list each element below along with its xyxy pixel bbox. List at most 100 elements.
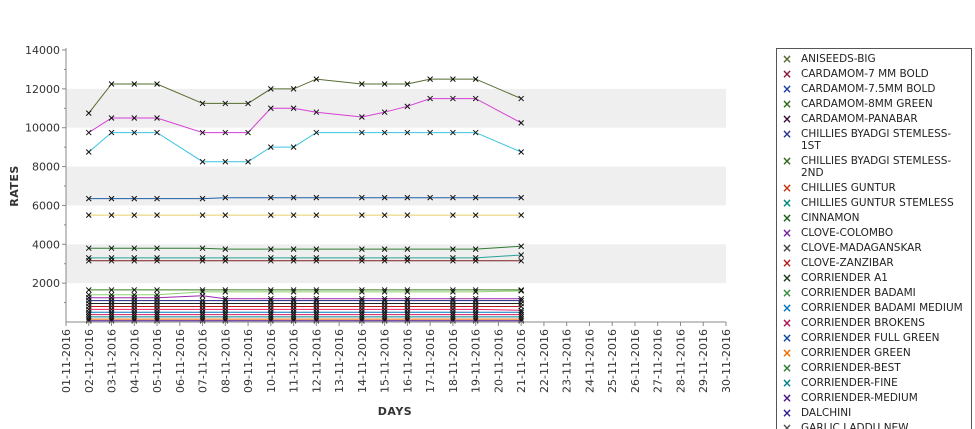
y-tick-label: 6000 bbox=[32, 199, 60, 212]
data-point bbox=[359, 257, 365, 264]
legend-item[interactable]: × CORRIENDER-FINE bbox=[779, 377, 967, 389]
data-point bbox=[267, 257, 274, 264]
data-point bbox=[85, 309, 92, 316]
data-point bbox=[154, 81, 160, 87]
legend-item[interactable]: × CORRIENDER BROKENS bbox=[779, 317, 967, 329]
legend-label: CORRIENDER BROKENS bbox=[801, 317, 925, 329]
data-point bbox=[427, 194, 433, 201]
legend-item[interactable]: × GARLIC LADDU NEW bbox=[779, 422, 967, 429]
x-axis-ticks: 01-11-2016 02-11-2016 03-11-2016 04-11-2016… bbox=[60, 322, 733, 393]
legend-label: DALCHINI bbox=[801, 407, 852, 419]
legend-marker-icon: × bbox=[781, 181, 793, 195]
data-point bbox=[404, 317, 411, 324]
data-point bbox=[404, 194, 411, 201]
y-tick-label: 14000 bbox=[25, 44, 60, 57]
data-point bbox=[472, 309, 479, 316]
legend-item[interactable]: × CHILLIES GUNTUR bbox=[779, 182, 967, 194]
data-point bbox=[313, 109, 320, 116]
grid-band bbox=[66, 88, 726, 128]
data-point bbox=[359, 246, 365, 252]
legend-item[interactable]: × CORRIENDER GREEN bbox=[779, 347, 967, 359]
data-point bbox=[518, 288, 525, 294]
data-point bbox=[290, 144, 297, 150]
grid-band bbox=[66, 166, 726, 206]
data-point bbox=[154, 115, 160, 121]
legend-item[interactable]: × CLOVE-ZANZIBAR bbox=[779, 257, 967, 269]
data-point bbox=[267, 212, 274, 218]
legend-item[interactable]: × CORRIENDER BADAMI MEDIUM bbox=[779, 302, 967, 314]
data-point bbox=[131, 115, 138, 121]
data-point bbox=[267, 86, 274, 92]
legend-item[interactable]: × CARDAMOM-7 MM BOLD bbox=[779, 68, 967, 80]
x-tick-label: 26-11-2016 bbox=[629, 329, 642, 393]
legend-label: CARDAMOM-7.5MM BOLD bbox=[801, 83, 936, 95]
legend-marker-icon: × bbox=[781, 331, 793, 345]
legend-item[interactable]: × CINNAMON bbox=[779, 212, 967, 224]
data-point bbox=[472, 289, 479, 295]
data-point bbox=[222, 246, 229, 252]
legend-item[interactable]: × CLOVE-COLOMBO bbox=[779, 227, 967, 239]
data-point bbox=[313, 194, 320, 201]
x-tick-label: 02-11-2016 bbox=[83, 329, 96, 393]
legend-item[interactable]: × ANISEEDS-BIG bbox=[779, 53, 967, 65]
x-tick-label: 19-11-2016 bbox=[470, 329, 483, 393]
legend-item[interactable]: × CHILLIES BYADGI STEMLESS-2ND bbox=[779, 155, 967, 179]
series-line bbox=[88, 290, 522, 296]
legend-item[interactable]: × CARDAMOM-PANABAR bbox=[779, 113, 967, 125]
legend-item[interactable]: × CLOVE-MADAGANSKAR bbox=[779, 242, 967, 254]
legend-item[interactable]: × CORRIENDER BADAMI bbox=[779, 287, 967, 299]
data-point bbox=[154, 311, 160, 318]
data-point bbox=[108, 115, 115, 121]
legend-marker-icon: × bbox=[781, 286, 793, 300]
legend-item[interactable]: × CORRIENDER FULL GREEN bbox=[779, 332, 967, 344]
legend-item[interactable]: × CORRIENDER-BEST bbox=[779, 362, 967, 374]
data-point bbox=[245, 129, 251, 136]
data-point bbox=[290, 246, 297, 252]
data-point bbox=[472, 246, 479, 252]
legend-item[interactable]: × CHILLIES GUNTUR STEMLESS bbox=[779, 197, 967, 209]
data-point bbox=[427, 95, 433, 102]
y-tick-label: 2000 bbox=[32, 277, 60, 290]
data-point bbox=[267, 105, 274, 112]
legend-marker-icon: × bbox=[781, 271, 793, 285]
data-point bbox=[381, 311, 388, 318]
data-point bbox=[267, 289, 274, 295]
legend-marker-icon: × bbox=[781, 421, 793, 429]
data-point bbox=[199, 158, 206, 165]
legend-item[interactable]: × CORRIENDER A1 bbox=[779, 272, 967, 284]
x-tick-label: 04-11-2016 bbox=[128, 329, 141, 393]
data-point bbox=[245, 158, 251, 165]
legend-item[interactable]: × CHILLIES BYADGI STEMLESS-1ST bbox=[779, 128, 967, 152]
data-point bbox=[450, 246, 456, 252]
data-point bbox=[222, 158, 229, 165]
legend-label: CORRIENDER-BEST bbox=[801, 362, 901, 374]
legend-item[interactable]: × CARDAMOM-8MM GREEN bbox=[779, 98, 967, 110]
data-point bbox=[290, 311, 297, 318]
data-point bbox=[108, 309, 115, 316]
legend-item[interactable]: × CORRIENDER-MEDIUM bbox=[779, 392, 967, 404]
data-point bbox=[404, 289, 411, 295]
x-tick-label: 07-11-2016 bbox=[197, 329, 210, 393]
data-point bbox=[108, 195, 115, 202]
data-point bbox=[313, 311, 320, 318]
x-tick-label: 01-11-2016 bbox=[60, 329, 73, 393]
series-7 bbox=[85, 257, 525, 264]
data-point bbox=[199, 309, 206, 316]
data-point bbox=[381, 309, 388, 316]
data-point bbox=[199, 100, 206, 107]
data-point bbox=[222, 129, 229, 136]
data-point bbox=[154, 129, 160, 136]
data-point bbox=[381, 212, 388, 218]
legend-item[interactable]: × CARDAMOM-7.5MM BOLD bbox=[779, 83, 967, 95]
x-tick-label: 21-11-2016 bbox=[515, 329, 528, 393]
legend-marker-icon: × bbox=[781, 97, 793, 111]
x-tick-label: 28-11-2016 bbox=[674, 329, 687, 393]
legend-marker-icon: × bbox=[781, 82, 793, 96]
data-point bbox=[85, 257, 92, 264]
data-point bbox=[85, 149, 92, 155]
data-point bbox=[199, 129, 206, 136]
legend-item[interactable]: × DALCHINI bbox=[779, 407, 967, 419]
data-point bbox=[108, 311, 115, 318]
data-point bbox=[359, 309, 365, 316]
